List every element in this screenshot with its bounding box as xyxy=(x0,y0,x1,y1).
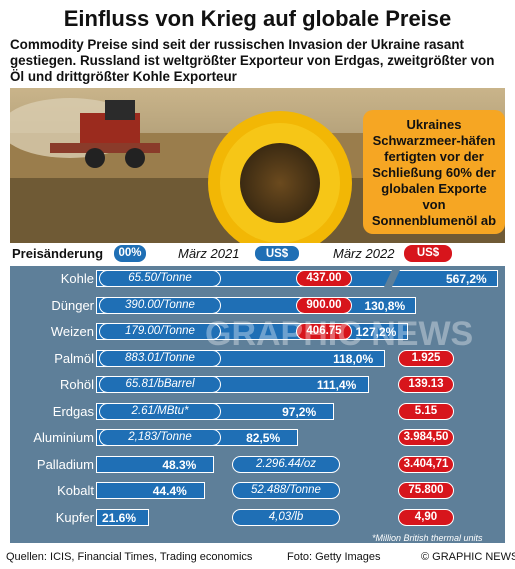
date-2021-label: März 2021 xyxy=(178,246,240,261)
percent-label: 567,2% xyxy=(446,272,487,286)
price-2021: 2,183/Tonne xyxy=(99,429,221,446)
percent-label: 127,2% xyxy=(355,325,397,339)
percent-label: 48.3% xyxy=(162,457,197,472)
price-2022: 5.15 xyxy=(398,402,454,420)
sunflower xyxy=(208,111,352,243)
category-label: Weizen xyxy=(50,324,94,339)
category-label: Aluminium xyxy=(33,430,94,445)
price-2021: 65.81/bBarrel xyxy=(99,376,221,393)
price-2021: 390.00/Tonne xyxy=(99,296,221,314)
category-label: Rohöl xyxy=(60,377,94,392)
percent-label: 44.4% xyxy=(152,484,187,498)
price-2021: 179.00/Tonne xyxy=(99,323,221,340)
price-2022: 75.800 xyxy=(398,482,454,499)
price-2022: 437.00 xyxy=(296,270,352,287)
price-2022: 900.00 xyxy=(296,296,352,314)
currency-pill-2021: US$ xyxy=(254,245,300,262)
bar xyxy=(96,508,149,526)
category-label: Kupfer xyxy=(55,509,94,525)
percent-label: 111,4% xyxy=(316,378,357,392)
bar xyxy=(96,349,386,367)
price-2021: 65.50/Tonne xyxy=(99,270,221,287)
category-label: Palmöl xyxy=(54,350,94,366)
price-2022: 3.984,50 xyxy=(398,429,454,446)
category-label: Kohle xyxy=(60,271,94,286)
percent-label: 118,0% xyxy=(333,351,374,366)
category-label: Dünger xyxy=(51,297,94,313)
price-2021: 2.61/MBtu* xyxy=(99,402,221,420)
bar xyxy=(96,376,369,393)
sources: Quellen: ICIS, Financial Times, Trading … xyxy=(6,551,253,563)
copyright: © GRAPHIC NEWS xyxy=(421,551,515,563)
chart-title: Einfluss von Krieg auf globale Preise xyxy=(63,6,452,31)
percent-label: 97,2% xyxy=(282,404,317,419)
footnote: *Million British thermal units xyxy=(372,533,483,543)
date-2022-label: März 2022 xyxy=(333,246,395,261)
change-label: Preisänderung xyxy=(12,246,104,261)
price-2022: 139.13 xyxy=(398,376,454,393)
category-label: Kobalt xyxy=(57,483,94,498)
price-2021: 883.01/Tonne xyxy=(99,349,221,367)
price-2022: 406.75 xyxy=(296,323,352,340)
change-pill: 00% xyxy=(114,245,146,262)
callout-box xyxy=(363,110,505,234)
combine-harvester xyxy=(50,100,160,168)
chart-subtitle: Commodity Preise sind seit der russische… xyxy=(10,37,495,84)
price-2022: 1.925 xyxy=(398,349,454,367)
price-2022: 3.404,71 xyxy=(398,455,454,473)
price-2021: 4,03/lb xyxy=(232,508,340,526)
price-2022: 4,90 xyxy=(398,508,454,526)
currency-pill-2022: US$ xyxy=(404,245,452,262)
percent-label: 130,8% xyxy=(364,298,406,313)
bar xyxy=(96,455,215,473)
category-label: Palladium xyxy=(36,456,94,472)
bar xyxy=(96,482,205,499)
category-label: Erdgas xyxy=(52,403,94,419)
price-2021: 52.488/Tonne xyxy=(232,482,340,499)
photo-credit: Foto: Getty Images xyxy=(287,551,381,563)
percent-label: 21.6% xyxy=(102,510,137,525)
percent-label: 82,5% xyxy=(246,431,281,445)
price-2021: 2.296.44/oz xyxy=(232,455,340,473)
callout-text: Ukraines Schwarzmeer-häfen fertigten vor… xyxy=(371,117,497,228)
